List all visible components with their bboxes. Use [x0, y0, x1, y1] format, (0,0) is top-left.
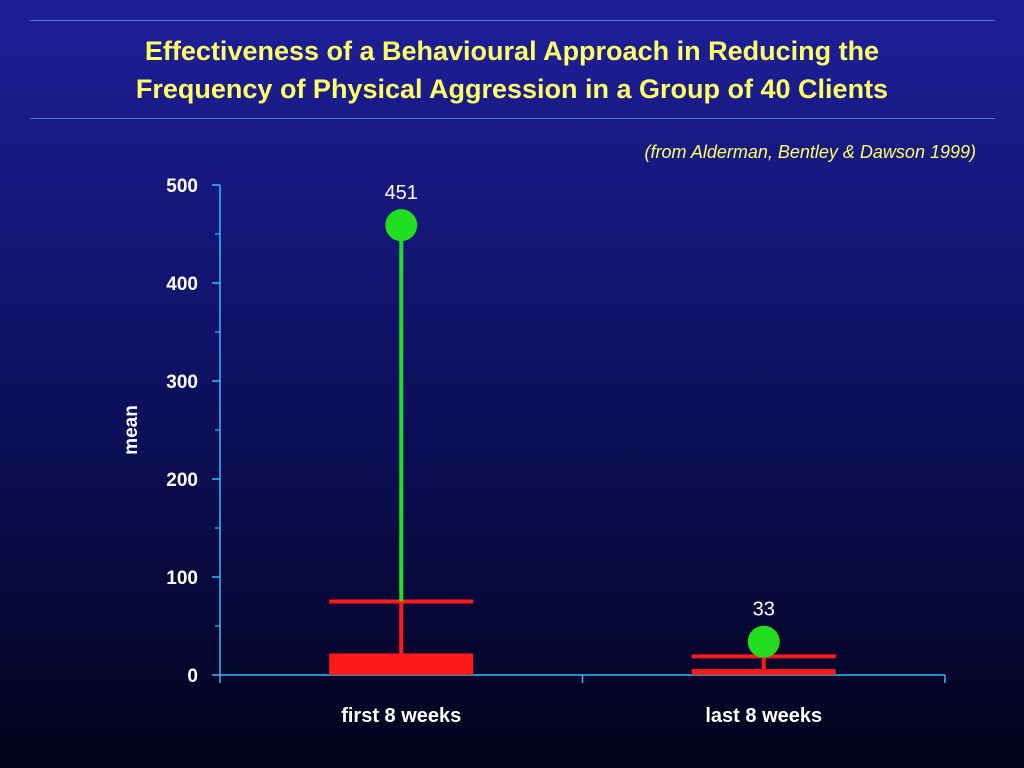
marks	[329, 209, 836, 675]
y-tick-label: 0	[187, 666, 198, 687]
mean-marker	[747, 625, 780, 658]
y-axis-label: mean	[121, 405, 142, 455]
data-label: 33	[753, 599, 775, 621]
bottom-rule	[30, 118, 995, 119]
box-bar	[691, 669, 836, 675]
slide-title: Effectiveness of a Behavioural Approach …	[20, 32, 1004, 108]
y-tick-label: 400	[166, 274, 198, 295]
title-line-1: Effectiveness of a Behavioural Approach …	[144, 36, 880, 66]
mean-marker	[385, 209, 418, 242]
data-label: 451	[385, 182, 418, 204]
top-rule	[30, 20, 995, 21]
y-tick-label: 200	[166, 470, 198, 491]
axes	[212, 184, 946, 683]
y-tick-label: 300	[166, 372, 198, 393]
labels: 0 100 200 300 400 500 mean first 8 weeks last 8 …	[121, 176, 822, 727]
x-tick-label: first 8 weeks	[341, 705, 461, 727]
title-line-2: Frequency of Physical Aggression in a Gr…	[135, 74, 889, 104]
y-tick-label: 500	[166, 176, 198, 197]
source-citation: (from Alderman, Bentley & Dawson 1999)	[644, 142, 976, 162]
y-tick-label: 100	[166, 568, 198, 589]
box-bar	[329, 653, 474, 675]
x-tick-label: last 8 weeks	[705, 705, 822, 727]
